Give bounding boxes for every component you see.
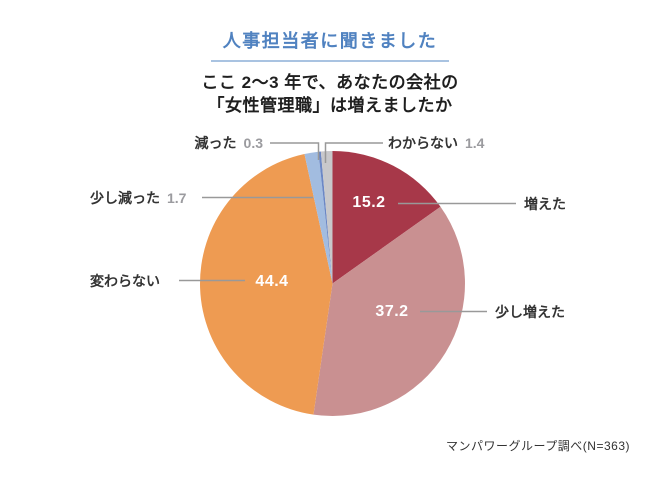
pie-slice-1 [313, 206, 465, 416]
leader-line-decreased [270, 142, 320, 160]
slice-label-slightly-decreased: 少し減った 1.7 [90, 188, 186, 208]
pie-slice-2 [200, 154, 333, 415]
slice-label-unknown: わからない 1.4 [388, 133, 484, 153]
slice-value-increased: 15.2 [352, 194, 386, 211]
pie-slices [200, 151, 465, 416]
pie-slice-3 [304, 151, 333, 284]
slice-label-unchanged: 変わらない [90, 271, 160, 291]
slice-label-decreased: 減った 0.3 [195, 133, 263, 153]
leader-line-unknown [324, 142, 383, 163]
slice-value-text: 1.7 [167, 190, 187, 206]
question-title: ここ 2～3 年で、あなたの会社の 「女性管理職」は増えましたか [0, 71, 660, 117]
source-note: マンパワーグループ調べ(N=363) [446, 439, 630, 453]
slice-label-text: 減った [194, 135, 237, 151]
question-line-1: ここ 2～3 年で、あなたの会社の [201, 73, 459, 92]
pie-slice-5 [320, 151, 333, 284]
slice-value-unchanged: 44.4 [255, 273, 289, 290]
leader-lines [179, 142, 516, 313]
pie-slice-4 [318, 151, 333, 284]
slice-value-text: 1.4 [465, 135, 485, 151]
pie-slice-0 [332, 151, 441, 284]
question-line-2: 「女性管理職」は増えましたか [207, 96, 453, 115]
slice-label-text: 増えた [524, 196, 566, 212]
slice-value-slightly-increased: 37.2 [375, 303, 409, 320]
slice-label-text: わからない [388, 135, 458, 151]
slice-label-increased: 増えた [524, 194, 566, 214]
slice-label-slightly-increased: 少し増えた [495, 302, 565, 322]
chart-header: 人事担当者に聞きました ここ 2～3 年で、あなたの会社の 「女性管理職」は増え… [0, 27, 660, 117]
slice-value-text: 0.3 [243, 135, 263, 151]
slice-label-text: 変わらない [90, 273, 160, 289]
page-title: 人事担当者に聞きました [210, 27, 450, 62]
slice-label-text: 少し減った [90, 190, 160, 206]
slice-label-text: 少し増えた [495, 304, 565, 320]
